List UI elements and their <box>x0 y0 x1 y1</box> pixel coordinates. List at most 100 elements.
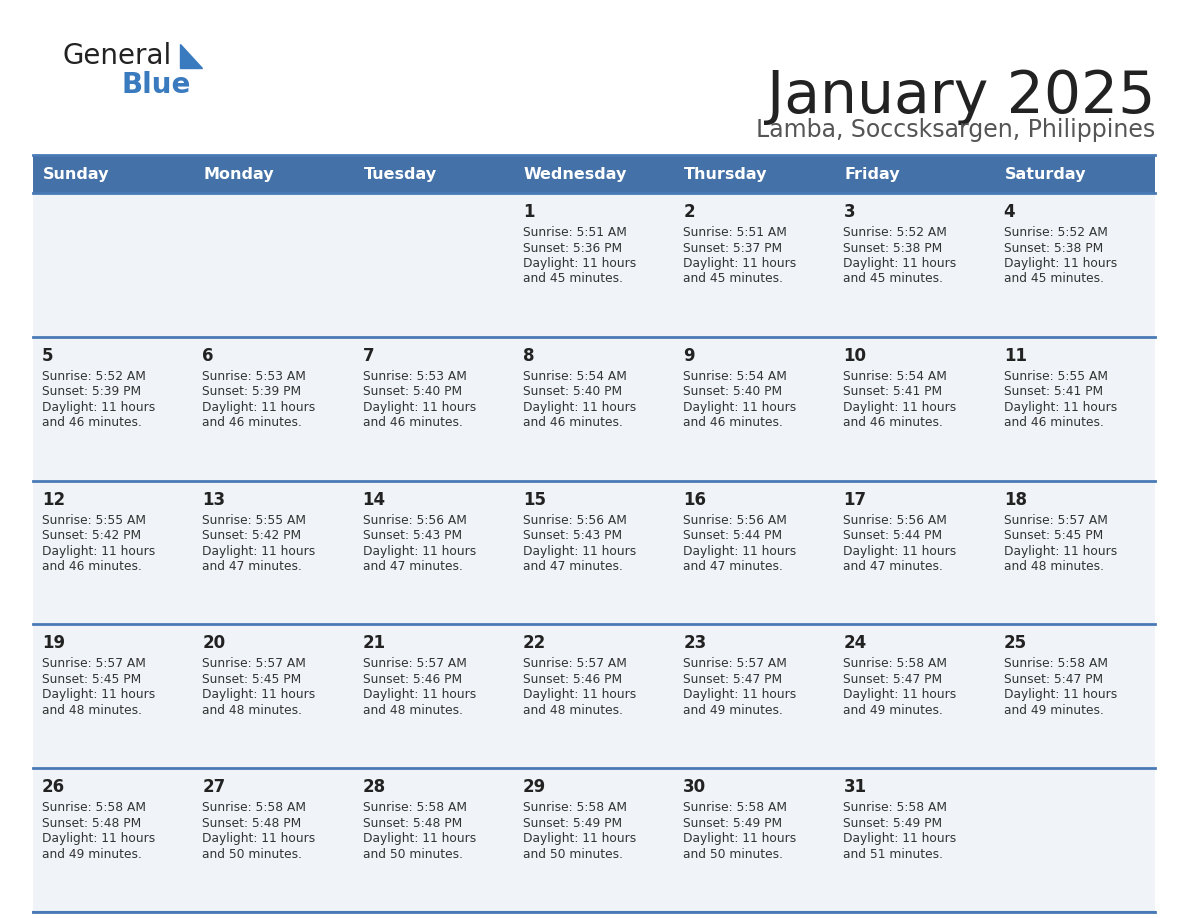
Text: Sunset: 5:45 PM: Sunset: 5:45 PM <box>42 673 141 686</box>
Text: Sunrise: 5:51 AM: Sunrise: 5:51 AM <box>523 226 627 239</box>
Text: and 49 minutes.: and 49 minutes. <box>1004 704 1104 717</box>
Bar <box>514 155 674 193</box>
Text: 4: 4 <box>1004 203 1016 221</box>
Text: Sunrise: 5:54 AM: Sunrise: 5:54 AM <box>843 370 947 383</box>
Text: Daylight: 11 hours: Daylight: 11 hours <box>202 401 316 414</box>
Bar <box>33 337 1155 481</box>
Text: and 45 minutes.: and 45 minutes. <box>1004 273 1104 285</box>
Bar <box>994 155 1155 193</box>
Text: Sunrise: 5:58 AM: Sunrise: 5:58 AM <box>202 801 307 814</box>
Text: Daylight: 11 hours: Daylight: 11 hours <box>683 544 796 557</box>
Text: Sunrise: 5:54 AM: Sunrise: 5:54 AM <box>523 370 627 383</box>
Text: Daylight: 11 hours: Daylight: 11 hours <box>362 544 476 557</box>
Text: Sunrise: 5:58 AM: Sunrise: 5:58 AM <box>843 801 947 814</box>
Text: Sunrise: 5:58 AM: Sunrise: 5:58 AM <box>42 801 146 814</box>
Text: Sunrise: 5:58 AM: Sunrise: 5:58 AM <box>1004 657 1107 670</box>
Text: Sunrise: 5:56 AM: Sunrise: 5:56 AM <box>523 513 627 527</box>
Bar <box>33 768 1155 912</box>
Text: 27: 27 <box>202 778 226 796</box>
Text: Daylight: 11 hours: Daylight: 11 hours <box>843 544 956 557</box>
Text: Daylight: 11 hours: Daylight: 11 hours <box>1004 688 1117 701</box>
Text: Thursday: Thursday <box>684 166 767 182</box>
Text: and 50 minutes.: and 50 minutes. <box>683 847 783 861</box>
Text: Sunset: 5:39 PM: Sunset: 5:39 PM <box>42 386 141 398</box>
Text: Lamba, Soccsksargen, Philippines: Lamba, Soccsksargen, Philippines <box>756 118 1155 142</box>
Text: Sunrise: 5:58 AM: Sunrise: 5:58 AM <box>683 801 788 814</box>
Text: Sunrise: 5:56 AM: Sunrise: 5:56 AM <box>362 513 467 527</box>
Text: Sunset: 5:38 PM: Sunset: 5:38 PM <box>843 241 943 254</box>
Text: Sunset: 5:48 PM: Sunset: 5:48 PM <box>362 817 462 830</box>
Text: Sunset: 5:49 PM: Sunset: 5:49 PM <box>843 817 942 830</box>
Text: Sunset: 5:38 PM: Sunset: 5:38 PM <box>1004 241 1102 254</box>
Text: Friday: Friday <box>845 166 901 182</box>
Text: Daylight: 11 hours: Daylight: 11 hours <box>362 833 476 845</box>
Text: and 49 minutes.: and 49 minutes. <box>683 704 783 717</box>
Text: and 45 minutes.: and 45 minutes. <box>843 273 943 285</box>
Text: and 47 minutes.: and 47 minutes. <box>523 560 623 573</box>
Text: Saturday: Saturday <box>1005 166 1086 182</box>
Text: Sunset: 5:42 PM: Sunset: 5:42 PM <box>42 529 141 543</box>
Bar <box>33 481 1155 624</box>
Text: 9: 9 <box>683 347 695 364</box>
Text: Sunset: 5:42 PM: Sunset: 5:42 PM <box>202 529 302 543</box>
Text: 17: 17 <box>843 490 866 509</box>
Text: Sunset: 5:48 PM: Sunset: 5:48 PM <box>42 817 141 830</box>
Text: Daylight: 11 hours: Daylight: 11 hours <box>523 257 636 270</box>
Text: Sunset: 5:47 PM: Sunset: 5:47 PM <box>683 673 782 686</box>
Text: 28: 28 <box>362 778 386 796</box>
Text: 2: 2 <box>683 203 695 221</box>
Text: 31: 31 <box>843 778 866 796</box>
Text: Sunday: Sunday <box>43 166 109 182</box>
Text: Sunset: 5:43 PM: Sunset: 5:43 PM <box>362 529 462 543</box>
Text: 12: 12 <box>42 490 65 509</box>
Text: and 46 minutes.: and 46 minutes. <box>202 416 302 430</box>
Text: Daylight: 11 hours: Daylight: 11 hours <box>843 257 956 270</box>
Text: Tuesday: Tuesday <box>364 166 437 182</box>
Text: and 51 minutes.: and 51 minutes. <box>843 847 943 861</box>
Text: 6: 6 <box>202 347 214 364</box>
Text: 13: 13 <box>202 490 226 509</box>
Text: Sunrise: 5:57 AM: Sunrise: 5:57 AM <box>42 657 146 670</box>
Text: Sunset: 5:47 PM: Sunset: 5:47 PM <box>843 673 942 686</box>
Text: Daylight: 11 hours: Daylight: 11 hours <box>362 401 476 414</box>
Text: Sunrise: 5:55 AM: Sunrise: 5:55 AM <box>42 513 146 527</box>
Text: 23: 23 <box>683 634 707 653</box>
Text: Sunset: 5:44 PM: Sunset: 5:44 PM <box>683 529 782 543</box>
Text: and 48 minutes.: and 48 minutes. <box>1004 560 1104 573</box>
Text: Sunrise: 5:52 AM: Sunrise: 5:52 AM <box>42 370 146 383</box>
Text: 30: 30 <box>683 778 707 796</box>
Text: Sunset: 5:45 PM: Sunset: 5:45 PM <box>202 673 302 686</box>
Text: Sunrise: 5:57 AM: Sunrise: 5:57 AM <box>1004 513 1107 527</box>
Text: Sunrise: 5:57 AM: Sunrise: 5:57 AM <box>523 657 627 670</box>
Text: Sunrise: 5:51 AM: Sunrise: 5:51 AM <box>683 226 786 239</box>
Text: Daylight: 11 hours: Daylight: 11 hours <box>1004 544 1117 557</box>
Polygon shape <box>181 44 202 68</box>
Text: 11: 11 <box>1004 347 1026 364</box>
Text: 16: 16 <box>683 490 706 509</box>
Text: Sunrise: 5:52 AM: Sunrise: 5:52 AM <box>843 226 947 239</box>
Text: Daylight: 11 hours: Daylight: 11 hours <box>202 833 316 845</box>
Text: Sunset: 5:40 PM: Sunset: 5:40 PM <box>362 386 462 398</box>
Text: Sunrise: 5:55 AM: Sunrise: 5:55 AM <box>202 513 307 527</box>
Text: Daylight: 11 hours: Daylight: 11 hours <box>42 544 156 557</box>
Text: Sunrise: 5:57 AM: Sunrise: 5:57 AM <box>202 657 307 670</box>
Text: Wednesday: Wednesday <box>524 166 627 182</box>
Text: and 47 minutes.: and 47 minutes. <box>843 560 943 573</box>
Bar <box>194 155 354 193</box>
Text: Daylight: 11 hours: Daylight: 11 hours <box>683 688 796 701</box>
Bar <box>33 193 1155 337</box>
Text: Sunrise: 5:53 AM: Sunrise: 5:53 AM <box>202 370 307 383</box>
Text: Sunset: 5:43 PM: Sunset: 5:43 PM <box>523 529 623 543</box>
Bar <box>674 155 834 193</box>
Text: and 47 minutes.: and 47 minutes. <box>683 560 783 573</box>
Text: and 48 minutes.: and 48 minutes. <box>362 704 462 717</box>
Text: Sunset: 5:48 PM: Sunset: 5:48 PM <box>202 817 302 830</box>
Text: Sunset: 5:45 PM: Sunset: 5:45 PM <box>1004 529 1102 543</box>
Text: Sunrise: 5:55 AM: Sunrise: 5:55 AM <box>1004 370 1107 383</box>
Text: 1: 1 <box>523 203 535 221</box>
Text: and 47 minutes.: and 47 minutes. <box>202 560 302 573</box>
Text: 24: 24 <box>843 634 867 653</box>
Text: Sunset: 5:44 PM: Sunset: 5:44 PM <box>843 529 942 543</box>
Text: 22: 22 <box>523 634 546 653</box>
Text: and 46 minutes.: and 46 minutes. <box>1004 416 1104 430</box>
